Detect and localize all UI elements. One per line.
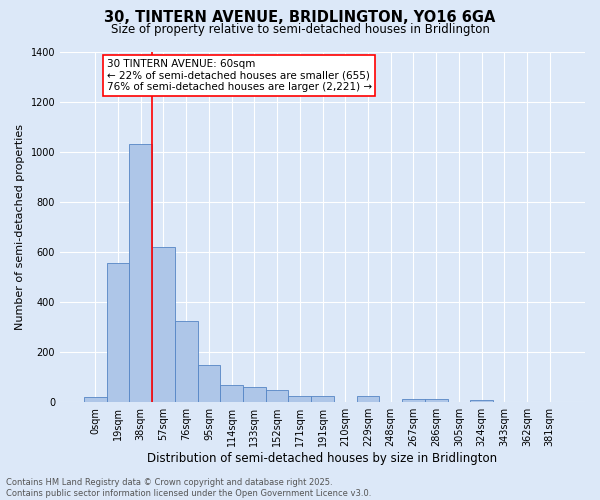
Bar [402,399,425,402]
Bar [243,387,266,402]
Text: 30 TINTERN AVENUE: 60sqm
← 22% of semi-detached houses are smaller (655)
76% of : 30 TINTERN AVENUE: 60sqm ← 22% of semi-d… [107,59,372,92]
Bar [175,321,197,402]
Bar [84,397,107,402]
Bar [107,263,130,402]
Bar [266,390,289,402]
X-axis label: Distribution of semi-detached houses by size in Bridlington: Distribution of semi-detached houses by … [148,452,497,465]
Bar [425,399,448,402]
Bar [356,396,379,402]
Bar [152,247,175,402]
Bar [220,384,243,402]
Text: Size of property relative to semi-detached houses in Bridlington: Size of property relative to semi-detach… [110,22,490,36]
Bar [130,144,152,402]
Bar [197,365,220,402]
Text: 30, TINTERN AVENUE, BRIDLINGTON, YO16 6GA: 30, TINTERN AVENUE, BRIDLINGTON, YO16 6G… [104,10,496,25]
Bar [289,396,311,402]
Bar [311,396,334,402]
Bar [470,400,493,402]
Text: Contains HM Land Registry data © Crown copyright and database right 2025.
Contai: Contains HM Land Registry data © Crown c… [6,478,371,498]
Y-axis label: Number of semi-detached properties: Number of semi-detached properties [15,124,25,330]
